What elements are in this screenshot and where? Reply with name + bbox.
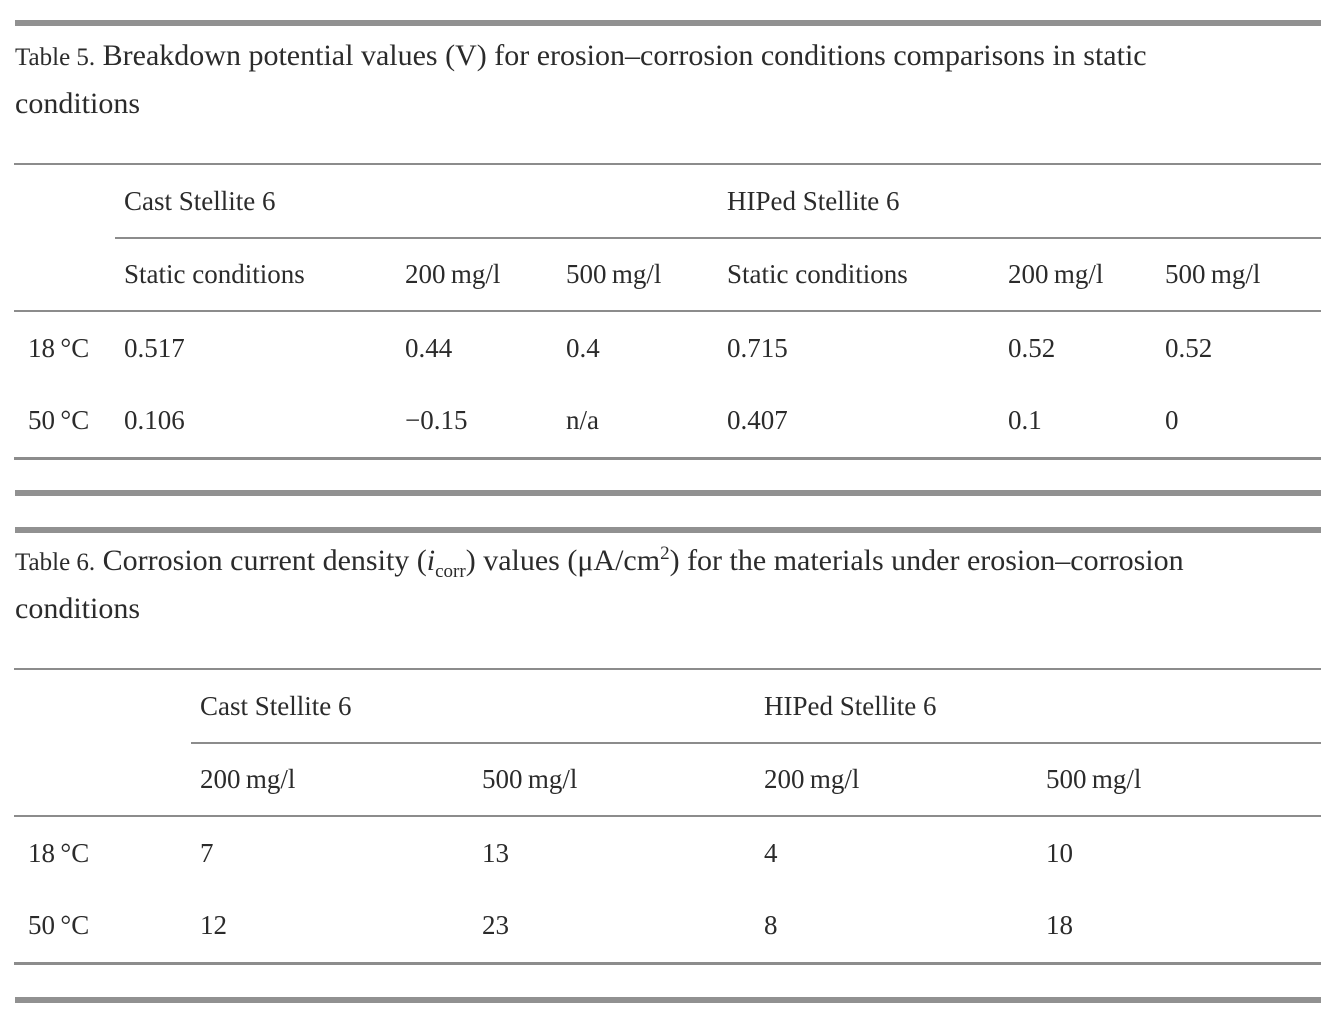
- table6-subheader-cell: 500 mg/l: [1037, 743, 1322, 817]
- table6-subheader-cell: 200 mg/l: [191, 743, 473, 817]
- table5-temp-cell: 18 °C: [28, 333, 90, 363]
- table5-data-cell: 0.4: [566, 333, 600, 363]
- table5-subheader-row: Static conditions 200 mg/l 500 mg/l Stat…: [14, 238, 1322, 312]
- table5-bottom-thick-rule: [15, 490, 1321, 496]
- table5: Cast Stellite 6 HIPed Stellite 6 Static …: [14, 163, 1322, 460]
- table6-corner-cell: [14, 669, 191, 743]
- table5-top-thick-rule: [15, 20, 1321, 26]
- table5-subheader-empty-cell: [14, 238, 115, 312]
- table6-data-cell: 23: [473, 890, 755, 965]
- table5-temp-cell: 50 °C: [14, 385, 115, 460]
- table6-data-cell: 12: [191, 890, 473, 965]
- table6-caption: Table 6. Corrosion current density (icor…: [15, 538, 1255, 632]
- table6-caption-part2: ) values (μA/cm: [465, 544, 661, 577]
- table6-temp-cell: 18 °C: [28, 838, 90, 868]
- table5-corner-cell: [14, 164, 115, 238]
- table6-subheader-cell: 500 mg/l: [473, 743, 755, 817]
- table5-data-cell: 0.1: [999, 385, 1157, 460]
- table6-subheader-empty-cell: [14, 743, 191, 817]
- table6-data-cell: 8: [755, 890, 1037, 965]
- table6-data-cell: 18: [1037, 890, 1322, 965]
- table5-data-cell: −0.15: [396, 385, 557, 460]
- table6-group-header-cast: Cast Stellite 6: [191, 669, 755, 744]
- table5-group-header-row: Cast Stellite 6 HIPed Stellite 6: [14, 164, 1322, 239]
- table6-caption-part3: ) for the materials under erosion–corros…: [15, 544, 1184, 625]
- table6-data-cell: 13: [482, 838, 509, 868]
- table5-subheader-cell: 200 mg/l: [999, 238, 1157, 312]
- table6-subheader-cell: 200 mg/l: [755, 743, 1037, 817]
- table5-row-50c: 50 °C 0.106 −0.15 n/a 0.407 0.1 0: [14, 385, 1322, 460]
- table6-caption-squared-superscript: 2: [660, 543, 670, 564]
- table6-top-thick-rule: [15, 527, 1321, 533]
- table5-data-cell: 0.44: [405, 333, 453, 363]
- table5-data-cell: 0.517: [124, 333, 185, 363]
- table6-group-header-row: Cast Stellite 6 HIPed Stellite 6: [14, 669, 1322, 744]
- table6-caption-part1: Corrosion current density (: [95, 544, 427, 577]
- table5-subheader-cell: 200 mg/l: [396, 238, 557, 312]
- table5-subheader-cell: Static conditions: [115, 238, 396, 312]
- table6-row-18c: 18 °C 7 13 4 10: [14, 816, 1321, 890]
- table6-caption-corr-subscript: corr: [435, 561, 466, 582]
- table5-data-cell: n/a: [557, 385, 719, 460]
- table5-data-cell: 0.715: [727, 333, 788, 363]
- table6-subheader-row: 200 mg/l 500 mg/l 200 mg/l 500 mg/l: [14, 743, 1322, 817]
- table5-data-cell: 0.106: [115, 385, 396, 460]
- table5-subheader-cell: Static conditions: [718, 238, 1000, 312]
- table5-data-cell: 0.52: [1165, 333, 1213, 363]
- table5-data-cell: 0.407: [718, 385, 1000, 460]
- table5-data-cell: 0.52: [1008, 333, 1056, 363]
- table5-data-cell: 0: [1156, 385, 1322, 460]
- table5-row-18c: 18 °C 0.517 0.44 0.4 0.715 0.52 0.52: [14, 311, 1321, 385]
- table5-group-header-hiped: HIPed Stellite 6: [718, 164, 1322, 239]
- table6-temp-cell: 50 °C: [14, 890, 191, 965]
- table5-caption-label: Table 5.: [15, 44, 96, 71]
- table5-caption-text: Breakdown potential values (V) for erosi…: [15, 39, 1147, 120]
- table6-data-cell: 4: [764, 838, 778, 868]
- table6-data-cell: 10: [1046, 838, 1073, 868]
- table6-caption-icorr-symbol: i: [426, 544, 436, 577]
- table6-data-cell: 7: [200, 838, 214, 868]
- table5-subheader-cell: 500 mg/l: [557, 238, 719, 312]
- table5-caption: Table 5. Breakdown potential values (V) …: [15, 33, 1255, 127]
- table6-row-50c: 50 °C 12 23 8 18: [14, 890, 1322, 965]
- table5-group-header-cast: Cast Stellite 6: [115, 164, 719, 239]
- table6: Cast Stellite 6 HIPed Stellite 6 200 mg/…: [14, 668, 1322, 965]
- table6-bottom-thick-rule: [15, 997, 1321, 1003]
- table6-caption-label: Table 6.: [15, 549, 96, 576]
- table5-subheader-cell: 500 mg/l: [1156, 238, 1322, 312]
- table6-group-header-hiped: HIPed Stellite 6: [755, 669, 1322, 744]
